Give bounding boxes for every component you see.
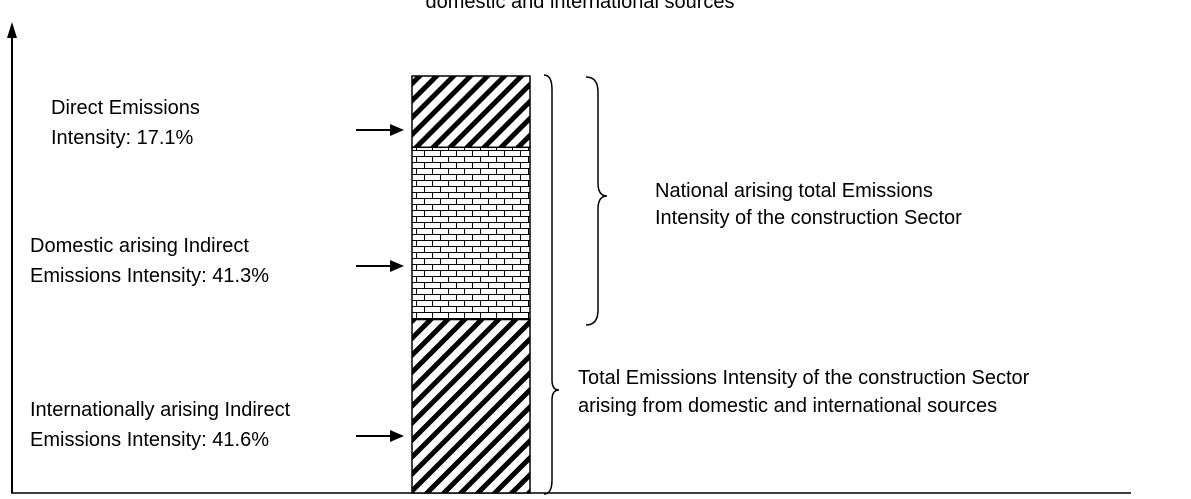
domestic-indirect-label: Domestic arising Indirect Emissions Inte… bbox=[30, 235, 269, 287]
international-indirect-label: Internationally arising Indirect Emissio… bbox=[30, 399, 296, 451]
stacked-bar bbox=[411, 75, 531, 494]
national-emissions-brace bbox=[585, 76, 608, 326]
direct-emissions-label: Direct Emissions Intensity: 17.1% bbox=[51, 97, 205, 149]
direct-emissions-arrow bbox=[356, 124, 404, 136]
national-emissions-label: National arising total Emissions Intensi… bbox=[655, 180, 962, 229]
bar-segment-international-indirect bbox=[411, 318, 531, 494]
y-axis-arrowhead bbox=[7, 22, 17, 38]
domestic-indirect-arrow bbox=[356, 260, 404, 272]
total-emissions-label: Total Emissions Intensity of the constru… bbox=[578, 367, 1035, 417]
bar-segment-domestic-indirect bbox=[411, 146, 531, 321]
international-indirect-arrow bbox=[356, 430, 404, 442]
title-fragment: domestic and international sources bbox=[425, 0, 734, 13]
total-emissions-brace bbox=[543, 74, 560, 495]
bar-segment-direct bbox=[411, 75, 531, 149]
